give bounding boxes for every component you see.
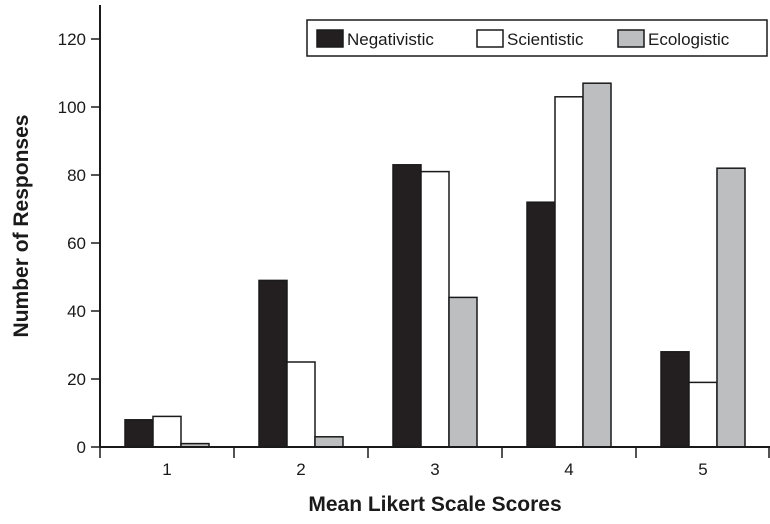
legend: Negativistic Scientistic Ecologistic	[306, 19, 768, 57]
legend-swatch-negativistic	[316, 29, 344, 48]
x-tick-label: 2	[296, 460, 305, 479]
y-tick-label: 120	[58, 30, 86, 49]
bar-negativistic-3	[392, 164, 422, 448]
x-tick-label: 1	[162, 460, 171, 479]
bars-layer	[124, 82, 746, 448]
bar-scientistic-1	[152, 415, 182, 448]
legend-swatch-ecologistic	[617, 29, 645, 48]
bar-ecologistic-3	[448, 296, 478, 448]
bar-scientistic-4	[554, 96, 584, 448]
axes-layer: 0 20 40 60 80 100 120 1 2 3 4 5	[58, 5, 770, 479]
y-tick-label: 20	[67, 370, 86, 389]
x-tick-label: 3	[430, 460, 439, 479]
bar-ecologistic-4	[582, 82, 612, 448]
bar-scientistic-5	[688, 381, 718, 448]
y-tick-label: 80	[67, 166, 86, 185]
bar-scientistic-2	[286, 361, 316, 448]
bar-ecologistic-5	[716, 167, 746, 448]
x-axis-title: Mean Likert Scale Scores	[308, 493, 561, 516]
legend-label-negativistic: Negativistic	[347, 30, 434, 49]
y-tick-label: 0	[77, 438, 86, 457]
legend-swatch-scientistic	[476, 29, 504, 48]
y-tick-label: 60	[67, 234, 86, 253]
legend-label-ecologistic: Ecologistic	[648, 30, 730, 49]
bar-negativistic-1	[124, 419, 154, 448]
y-axis-title: Number of Responses	[10, 115, 33, 338]
bar-negativistic-5	[660, 351, 690, 448]
y-tick-label: 40	[67, 302, 86, 321]
bar-scientistic-3	[420, 170, 450, 448]
bar-negativistic-4	[526, 201, 556, 448]
x-tick-label: 4	[564, 460, 573, 479]
y-tick-label: 100	[58, 98, 86, 117]
x-tick-label: 5	[698, 460, 707, 479]
legend-box	[306, 19, 768, 57]
bar-negativistic-2	[258, 279, 288, 448]
legend-label-scientistic: Scientistic	[507, 30, 584, 49]
bar-ecologistic-2	[314, 436, 344, 448]
